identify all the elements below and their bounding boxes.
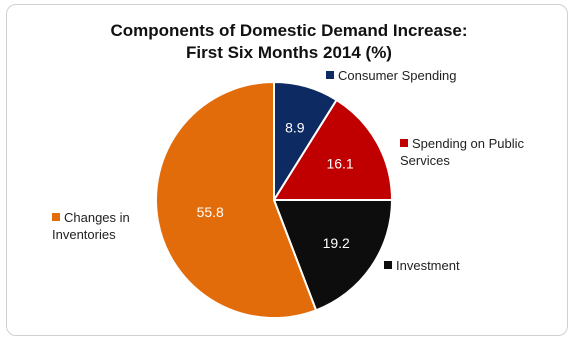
chart-title: Components of Domestic Demand Increase: … bbox=[0, 20, 578, 64]
pie-value-labels: 8.9 16.1 19.2 55.8 bbox=[197, 119, 354, 250]
pie-legend: Consumer Spending Spending on Public Servi… bbox=[52, 68, 525, 273]
pie-slice-spending-on-public-services bbox=[272, 98, 394, 201]
chart-title-line1: Components of Domestic Demand Increase: bbox=[110, 21, 468, 40]
legend-swatch-changes-in-inventories bbox=[52, 213, 60, 221]
pie-slice-investment bbox=[272, 199, 394, 312]
legend-swatch-spending-on-public-services bbox=[400, 139, 408, 147]
slice-value-label-changes-in-inventories: 55.8 bbox=[197, 204, 224, 220]
pie-slices bbox=[155, 80, 394, 319]
slice-value-label-investment: 19.2 bbox=[323, 235, 350, 251]
legend-label-changes-in-inventories-line2: Inventories bbox=[52, 227, 116, 242]
legend-label-spending-on-public-services-line2: Services bbox=[400, 153, 450, 168]
slice-value-label-spending-on-public-services: 16.1 bbox=[326, 155, 353, 171]
pie-slice-changes-in-inventories bbox=[155, 80, 318, 319]
legend-swatch-consumer-spending bbox=[326, 71, 334, 79]
chart-title-line2: First Six Months 2014 (%) bbox=[186, 43, 392, 62]
legend-label-consumer-spending: Consumer Spending bbox=[338, 68, 457, 83]
legend-label-changes-in-inventories: Changes in bbox=[64, 210, 130, 225]
slice-value-label-consumer-spending: 8.9 bbox=[285, 119, 305, 135]
legend-label-investment: Investment bbox=[396, 258, 460, 273]
legend-label-spending-on-public-services: Spending on Public bbox=[412, 136, 525, 151]
legend-swatch-investment bbox=[384, 261, 392, 269]
